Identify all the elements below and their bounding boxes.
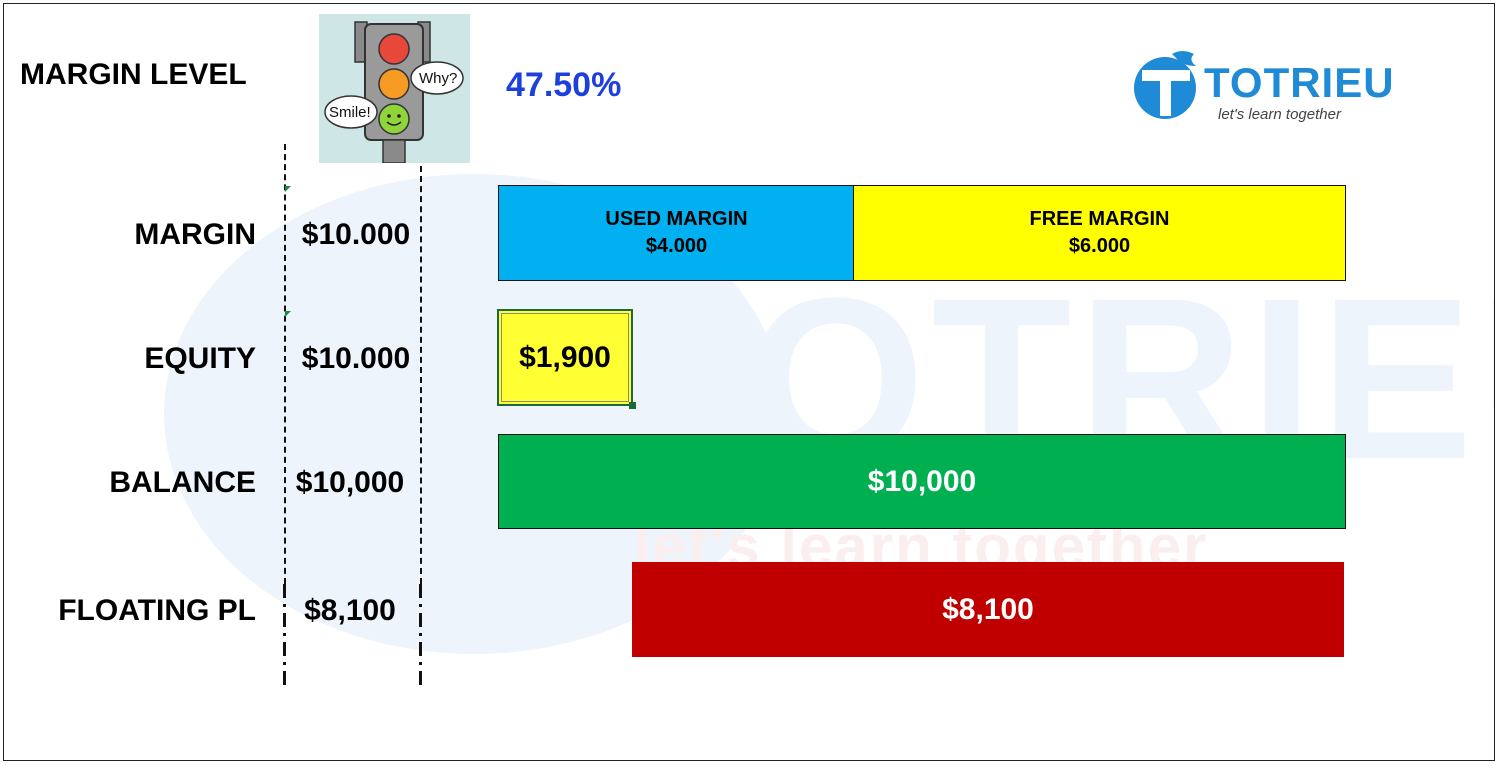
row-value-balance: $10,000: [295, 466, 405, 499]
floating-pl-amount: $8,100: [942, 592, 1034, 626]
margin-level-label: MARGIN LEVEL: [20, 58, 247, 91]
right-divider-line-lower: [419, 584, 422, 688]
logo-tagline: let's learn together: [1218, 106, 1341, 123]
left-divider-line: [284, 144, 286, 584]
equity-bar: $1,900: [497, 309, 633, 406]
right-divider-line: [420, 166, 422, 584]
cell-marker: [285, 311, 291, 317]
used-margin-title: USED MARGIN: [605, 208, 748, 230]
free-margin-bar: FREE MARGIN $6.000: [853, 185, 1346, 281]
row-value-margin: $10.000: [301, 218, 411, 251]
free-margin-title: FREE MARGIN: [1029, 208, 1170, 230]
cell-marker: [285, 186, 291, 192]
row-label-equity: EQUITY: [144, 342, 256, 375]
free-margin-amount: $6.000: [1068, 235, 1131, 257]
row-label-floating-pl: FLOATING PL: [58, 594, 256, 627]
balance-amount: $10,000: [867, 464, 977, 498]
logo-name: TOTRIEU: [1204, 59, 1395, 106]
left-divider-line-lower: [283, 584, 286, 688]
used-margin-bar: USED MARGIN $4.000: [498, 185, 855, 281]
traffic-light-icon: Why? Smile!: [319, 14, 470, 164]
selection-handle: [629, 402, 636, 409]
row-value-equity: $10.000: [301, 342, 411, 375]
row-label-balance: BALANCE: [109, 466, 256, 499]
equity-amount: $1,900: [519, 340, 611, 374]
floating-pl-bar: $8,100: [632, 562, 1344, 657]
margin-level-value: 47.50%: [506, 66, 622, 104]
diagram-canvas: TOTRIEU let's learn together MARGIN LEVE…: [3, 3, 1495, 761]
bubble-smile: Smile!: [329, 104, 371, 121]
bubble-why: Why?: [419, 70, 458, 87]
logo-icon: [1132, 48, 1202, 120]
row-value-floating-pl: $8,100: [304, 594, 396, 627]
used-margin-amount: $4.000: [645, 235, 708, 257]
row-label-margin: MARGIN: [134, 218, 256, 251]
balance-bar: $10,000: [498, 434, 1346, 529]
